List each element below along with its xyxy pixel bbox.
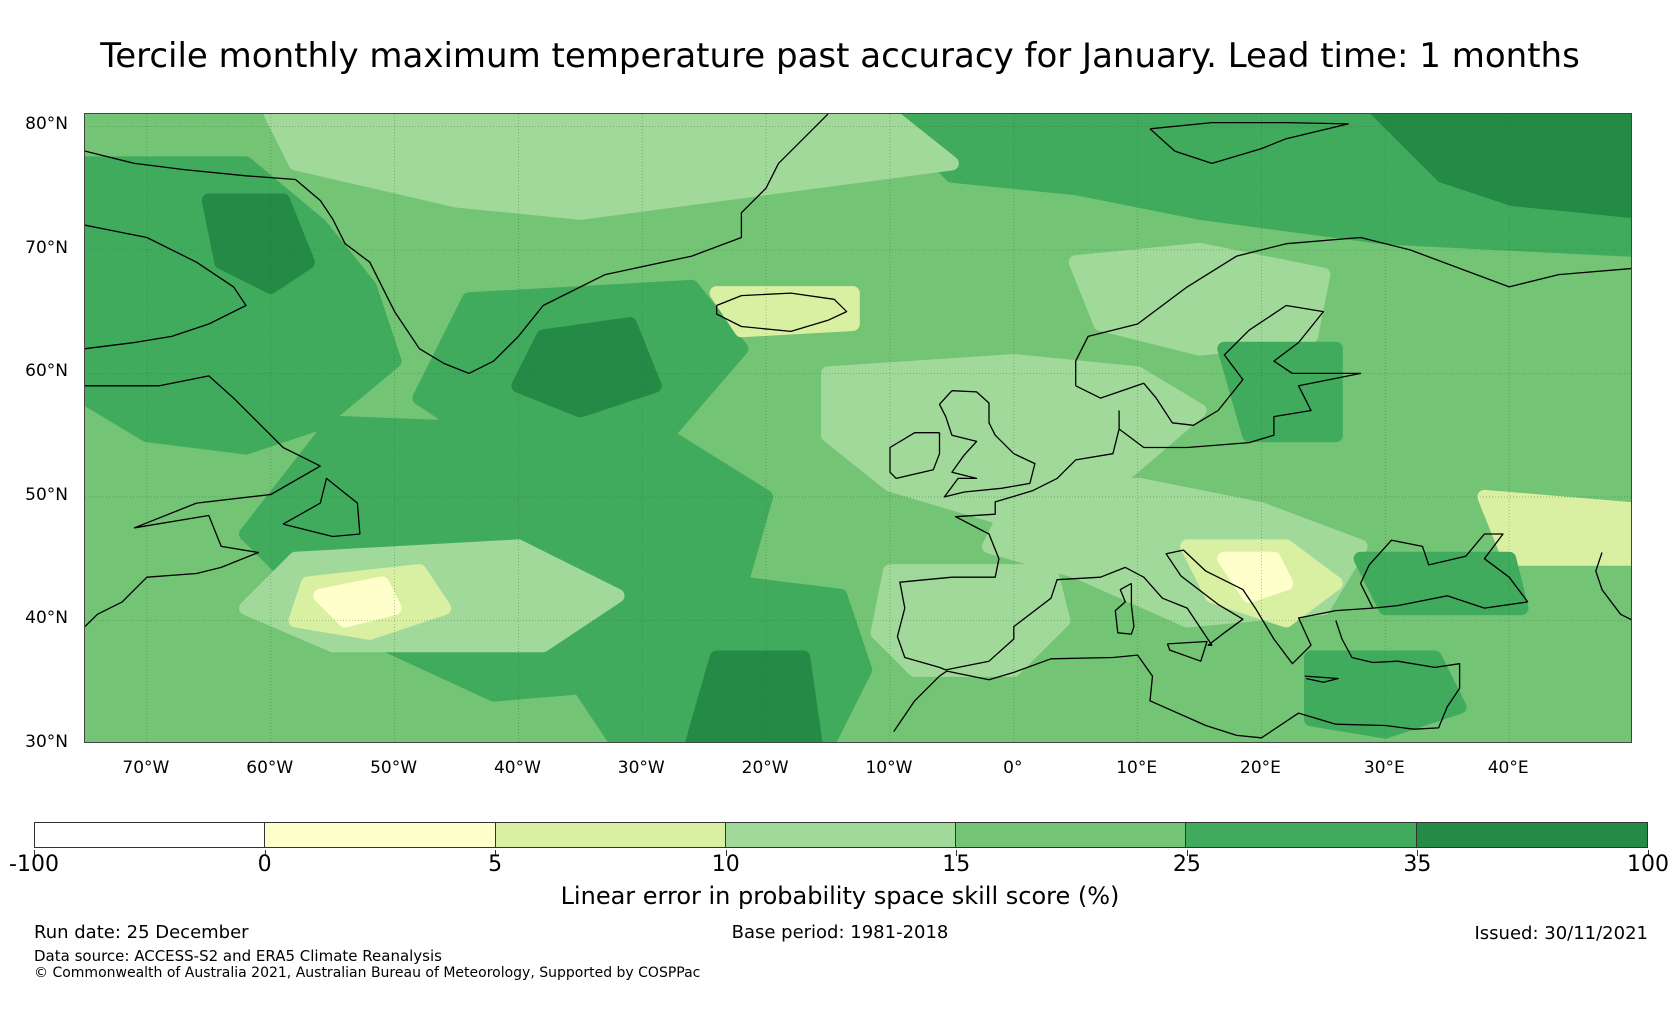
- coastline-crete: [1304, 675, 1339, 683]
- skill-region-iceland-yellow: [709, 286, 860, 338]
- coastline-labrador-coast: [85, 375, 321, 628]
- colorbar-tick: [264, 850, 266, 856]
- coastline-britain-coast: [938, 390, 1036, 498]
- run-date: Run date: 25 December: [34, 922, 249, 943]
- skill-region-labrador-core-high: [201, 193, 315, 294]
- copyright: © Commonwealth of Australia 2021, Austra…: [34, 965, 701, 981]
- colorbar-tick: [495, 850, 497, 856]
- lon-label: 40°W: [493, 758, 541, 778]
- skill-region-med-east-mid: [1304, 650, 1467, 739]
- colorbar-tick: [725, 850, 727, 856]
- issued-date: Issued: 30/11/2021: [1474, 923, 1648, 944]
- skill-region-azores-pale: [313, 576, 402, 628]
- coastline-newfoundland-coast: [282, 477, 361, 538]
- skill-region-greenland-sea-mid: [883, 114, 1631, 257]
- coastline-corsica-sardinia: [1114, 582, 1135, 635]
- colorbar-tick: [1417, 850, 1419, 856]
- skill-region-balkans-pale: [1217, 551, 1294, 603]
- coastline-sicily: [1166, 640, 1208, 662]
- lon-label: 20°E: [1240, 758, 1281, 778]
- skill-region-russia-east-yellow: [1477, 489, 1631, 566]
- colorbar-segment: [956, 823, 1187, 847]
- coastline-ireland-coast: [889, 432, 941, 480]
- lon-label: 70°W: [122, 758, 170, 778]
- skill-region-arctic-north-light: [263, 114, 959, 220]
- lon-label: 0°: [1003, 758, 1023, 778]
- colorbar-tick: [956, 850, 958, 856]
- coastline-black-sea-coast: [1359, 533, 1529, 609]
- lon-label: 40°E: [1487, 758, 1529, 778]
- coastline-mediterranean-north-coast: [945, 549, 1398, 671]
- lat-label: 50°N: [25, 484, 68, 505]
- coastline-svalbard: [1149, 121, 1349, 165]
- lon-label: 10°W: [865, 758, 913, 778]
- lon-label: 50°W: [370, 758, 418, 778]
- colorbar-tick: [1648, 850, 1649, 856]
- colorbar-segment: [725, 823, 957, 847]
- lon-label: 60°W: [246, 758, 294, 778]
- colorbar-tick-label: -100: [9, 852, 59, 877]
- coastline-europe-atlantic-coast: [896, 428, 1120, 671]
- colorbar: [34, 822, 1648, 848]
- colorbar-axis-label: Linear error in probability space skill …: [560, 882, 1120, 910]
- lat-label: 40°N: [25, 608, 68, 629]
- map-frame: [84, 113, 1632, 743]
- map-title: Tercile monthly maximum temperature past…: [100, 36, 1580, 76]
- skill-region-black-sea-mid: [1353, 551, 1529, 616]
- skill-region-irminger-core-high: [511, 317, 662, 418]
- coastline-anatolia-south-coast: [893, 620, 1461, 739]
- lon-label: 30°W: [617, 758, 665, 778]
- colorbar-tick-label: 10: [711, 852, 740, 877]
- lat-label: 80°N: [25, 114, 68, 135]
- colorbar-segment: [265, 823, 496, 847]
- base-period: Base period: 1981-2018: [731, 922, 949, 943]
- coastline-greenland-coast: [85, 114, 829, 375]
- colorbar-tick-label: 5: [488, 852, 503, 877]
- lat-label: 60°N: [25, 361, 68, 382]
- lon-label: 30°E: [1363, 758, 1405, 778]
- colorbar-tick-label: 100: [1627, 852, 1669, 877]
- skill-map: [85, 114, 1631, 742]
- colorbar-tick-label: 0: [257, 852, 272, 877]
- colorbar-segment: [1416, 823, 1647, 847]
- colorbar-tick-label: 15: [942, 852, 971, 877]
- colorbar-segment: [1186, 823, 1417, 847]
- lat-label: 30°N: [25, 732, 68, 752]
- colorbar-segment: [495, 823, 726, 847]
- lat-label: 70°N: [25, 237, 68, 258]
- lon-label: 10°E: [1116, 758, 1158, 778]
- coastline-iceland-coast: [715, 292, 848, 333]
- coastline-caspian-coast: [1595, 552, 1631, 621]
- lon-label: 20°W: [741, 758, 789, 778]
- coastline-norway-finland-coast: [1075, 236, 1631, 386]
- skill-region-baltic-mid: [1217, 341, 1343, 443]
- coastline-baffin-coast: [85, 224, 247, 350]
- colorbar-tick: [1186, 850, 1188, 856]
- colorbar-tick: [34, 850, 35, 856]
- skill-region-canary-core-high: [685, 650, 823, 742]
- colorbar-tick-label: 25: [1172, 852, 1201, 877]
- skill-region-scandinavia-light: [1068, 242, 1331, 356]
- coastline-baltic-sweden-coast: [1075, 304, 1362, 449]
- data-source: Data source: ACCESS-S2 and ERA5 Climate …: [34, 947, 442, 965]
- colorbar-tick-label: 35: [1403, 852, 1432, 877]
- colorbar-segment: [35, 823, 266, 847]
